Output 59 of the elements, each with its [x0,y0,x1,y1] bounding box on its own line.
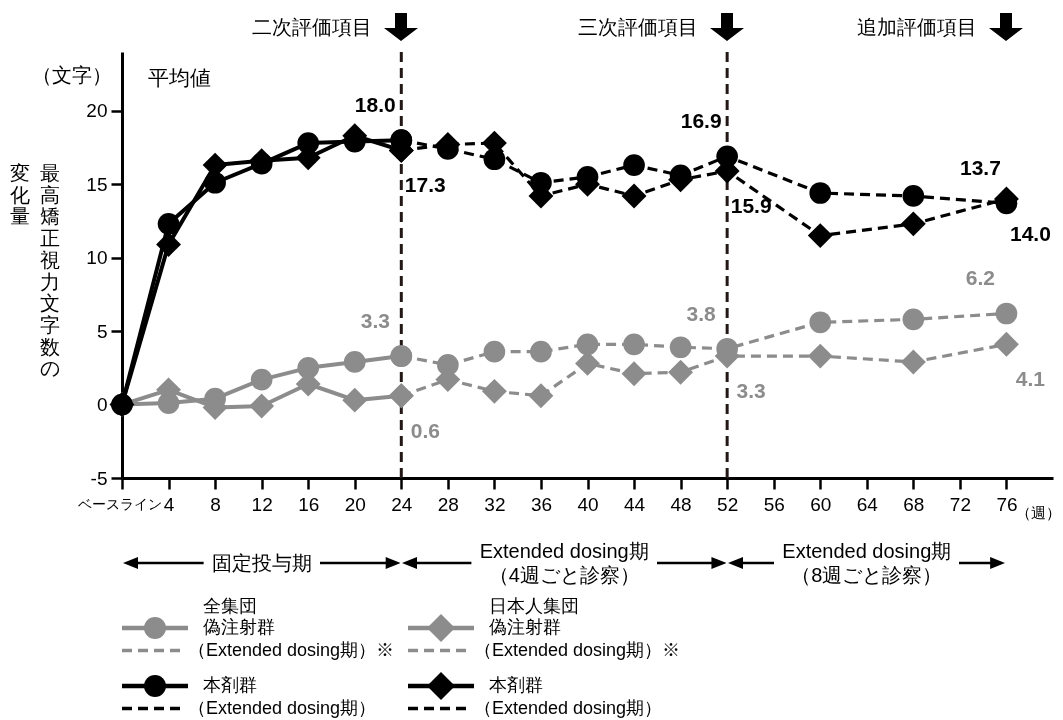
data-label: 3.8 [686,301,717,325]
y-tick-label: 10 [86,247,108,269]
legend-label: （Extended dosing期） [474,697,663,720]
y-tick-label: 0 [96,394,108,416]
x-tick-label: 44 [623,493,646,515]
legend-label: 偽注射群 [203,616,275,639]
x-tick-label: 28 [437,493,459,515]
x-tick-label: 48 [670,493,692,515]
x-tick-label: 36 [530,493,553,515]
y-tick-label: 20 [86,100,108,122]
text: Extended dosing期 [782,539,952,563]
y-tick-label: -5 [90,467,108,489]
data-label: 15.9 [730,193,772,217]
x-tick-label: 4 [163,493,175,515]
data-label: 6.2 [965,266,996,290]
text: 固定投与期 [211,551,312,575]
data-label: 17.3 [404,173,446,197]
data-label: 16.9 [680,109,722,133]
x-tick-label: 40 [577,493,599,515]
x-tick-label: 72 [949,493,971,515]
legend-label: 偽注射群 [489,616,561,639]
x-tick-label: 16 [298,493,320,515]
y-tick-label: 5 [96,320,108,342]
text: （8週ごと診察） [791,563,943,587]
data-label: 18.0 [354,93,396,117]
x-tick-label: 76 [996,493,1018,515]
text: （4週ごと診察） [488,563,640,587]
legend-label: 本剤群 [489,674,543,697]
data-label: 3.3 [360,309,390,333]
text: 最高矯正視力文字数の変化量 [10,162,60,380]
annotation: 平均値 [148,65,211,91]
x-tick-label: 60 [810,493,832,515]
legend-label: 本剤群 [203,674,257,697]
text: 全集団 [203,595,257,618]
x-tick-label: 32 [484,493,506,515]
text: （文字） [32,63,112,87]
data-label: 14.0 [1010,221,1051,245]
x-tick-label: 52 [717,493,739,515]
legend-label: （Extended dosing期） [188,697,377,720]
x-tick-label: 20 [344,493,366,515]
x-tick-label: 8 [210,493,221,515]
legend-label: （Extended dosing期）※ [474,639,681,662]
x-tick-label: 64 [856,493,879,515]
data-label: 3.3 [736,379,766,403]
legend-label: （Extended dosing期）※ [188,639,395,662]
x-tick-label: 24 [391,493,413,515]
x-tick-label: 68 [903,493,925,515]
data-label: 0.6 [410,418,440,442]
x-tick-label: 56 [763,493,785,515]
ref-line-label: 三次評価項目 [578,15,699,39]
text: Extended dosing期 [479,539,649,563]
data-label: 4.1 [1015,367,1046,391]
ref-line-label: 二次評価項目 [252,15,373,39]
y-tick-label: 15 [86,173,108,195]
x-tick-label: ベースライン [77,495,162,512]
text: 追加評価項目 [857,15,978,39]
data-label: 13.7 [960,156,1001,180]
text: 日本人集団 [489,595,579,618]
x-tick-label: 12 [251,493,273,515]
